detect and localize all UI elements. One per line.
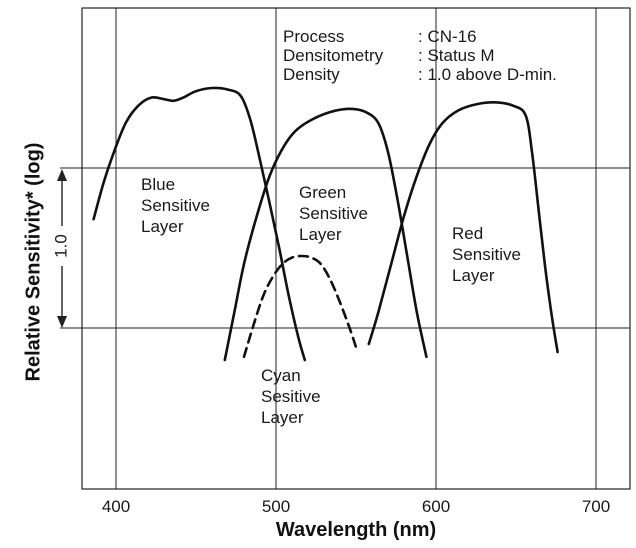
cyan-sensitive-curve — [242, 254, 358, 359]
info-block: Process Densitometry Density : CN-16 : S… — [283, 27, 557, 84]
blue-layer-label-line-1: Blue — [141, 175, 175, 194]
info-key-densitometry: Densitometry — [283, 46, 384, 65]
blue-sensitive-curve — [92, 86, 307, 362]
curve-layer — [92, 86, 559, 362]
scale-bar-down-arrowhead — [57, 316, 67, 328]
blue-layer-label-line-2: Sensitive — [141, 196, 210, 215]
green-sensitive-curve — [223, 107, 428, 362]
scale-bar-up-arrowhead — [57, 169, 67, 181]
blue-layer-label-line-3: Layer — [141, 217, 184, 236]
red-layer-label-line-1: Red — [452, 224, 483, 243]
cyan-layer-label-line-3: Layer — [261, 408, 304, 427]
green-layer-label-line-3: Layer — [299, 225, 342, 244]
plot-frame — [81, 7, 631, 490]
cyan-layer-label-line-1: Cyan — [261, 366, 301, 385]
series-labels: Blue Sensitive Layer Green Sensitive Layer Cya… — [141, 175, 521, 427]
x-axis-title: Wavelength (nm) — [276, 519, 436, 541]
x-tick-label-500: 500 — [262, 497, 290, 516]
info-key-process: Process — [283, 27, 344, 46]
x-tick-label-600: 600 — [422, 497, 450, 516]
green-layer-label-line-1: Green — [299, 183, 346, 202]
info-key-density: Density — [283, 65, 340, 84]
x-tick-label-400: 400 — [102, 497, 130, 516]
info-value-process: : CN-16 — [418, 27, 477, 46]
x-tick-label-700: 700 — [582, 497, 610, 516]
cyan-layer-label-line-2: Sesitive — [261, 387, 321, 406]
red-layer-label-line-3: Layer — [452, 266, 495, 285]
scale-bar: 1.0 — [51, 169, 70, 328]
red-sensitive-curve — [367, 101, 559, 354]
info-value-densitometry: : Status M — [418, 46, 495, 65]
scale-bar-label: 1.0 — [51, 234, 70, 258]
red-layer-label-line-2: Sensitive — [452, 245, 521, 264]
x-tick-labels: 400 500 600 700 — [102, 497, 610, 516]
info-value-density: : 1.0 above D-min. — [418, 65, 557, 84]
green-layer-label-line-2: Sensitive — [299, 204, 368, 223]
y-axis-title: Relative Sensitivity* (log) — [22, 143, 44, 382]
